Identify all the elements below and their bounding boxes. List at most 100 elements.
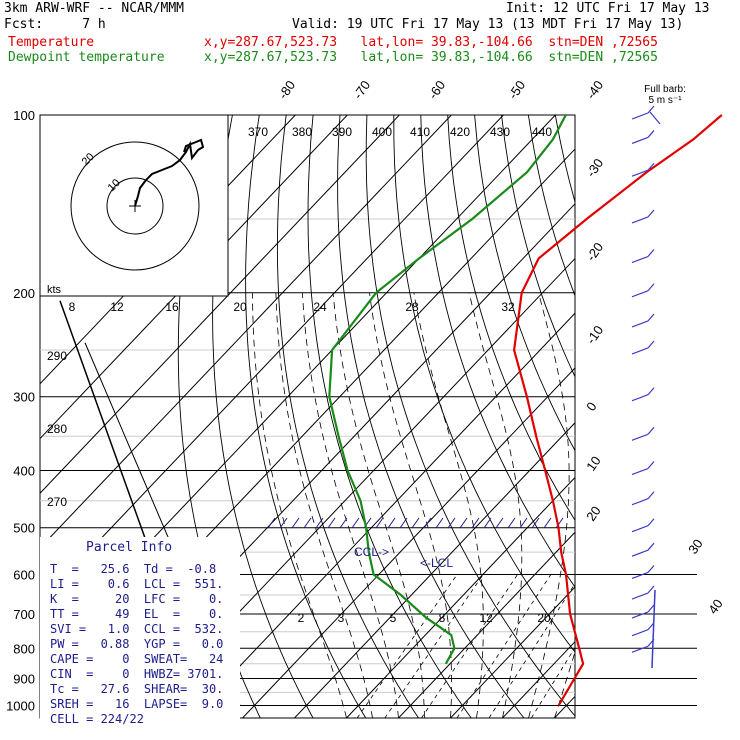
wind-barb-flag bbox=[647, 283, 655, 292]
moist-adiabat bbox=[275, 292, 373, 718]
wind-barb bbox=[631, 216, 649, 224]
moist-adiabat bbox=[528, 292, 570, 718]
isotherm bbox=[607, 115, 740, 718]
wind-barb bbox=[631, 394, 649, 402]
wind-barb bbox=[631, 290, 649, 298]
moist-adiabat bbox=[413, 292, 484, 718]
isotherm-label: 40 bbox=[705, 596, 726, 616]
dry-adiabat bbox=[420, 115, 575, 588]
hatch-mark bbox=[423, 517, 432, 529]
forecast-hour: Fcst: 7 h bbox=[4, 17, 106, 32]
wind-barb-low bbox=[651, 589, 656, 669]
wind-barb-flag bbox=[647, 565, 655, 573]
wind-barb-flag bbox=[647, 105, 655, 114]
dry-adiabat bbox=[636, 115, 740, 718]
isotherm-label: -80 bbox=[275, 78, 298, 102]
mixing-ratio-line bbox=[384, 574, 484, 718]
theta-label: 430 bbox=[490, 125, 510, 139]
isotherm-label: 10 bbox=[583, 453, 604, 473]
hatch-mark bbox=[351, 517, 360, 529]
theta-label: 380 bbox=[292, 125, 312, 139]
theta-label: 410 bbox=[410, 125, 430, 139]
parcel-info-row: T = 25.6 Td = -0.8 bbox=[50, 562, 217, 576]
parcel-info-row: CAPE = 0 SWEAT= 24 bbox=[50, 652, 224, 666]
hatch-mark bbox=[279, 517, 288, 529]
hatch-mark bbox=[519, 517, 528, 529]
temperature-profile bbox=[512, 114, 723, 707]
dry-adiabat bbox=[307, 115, 472, 718]
hatch-mark bbox=[483, 517, 492, 529]
wind-barb bbox=[631, 629, 649, 637]
barb-legend-line2: 5 m s⁻¹ bbox=[648, 95, 682, 106]
pressure-tick-label: 500 bbox=[13, 521, 35, 536]
isotherm bbox=[450, 586, 575, 718]
hatch-mark bbox=[411, 517, 420, 529]
mixing-ratio-label: 8 bbox=[439, 611, 446, 625]
theta-label: 400 bbox=[372, 125, 392, 139]
parcel-info-row: CELL = 224/22 bbox=[50, 712, 144, 726]
hodo-speed-tick-label: 32 bbox=[501, 300, 515, 314]
wind-barb bbox=[631, 571, 649, 580]
temperature-legend: Temperature bbox=[8, 35, 95, 50]
isotherm bbox=[502, 640, 575, 718]
dry-adiabat bbox=[663, 115, 740, 718]
hatch-mark bbox=[447, 517, 456, 529]
isotherm-label: -10 bbox=[583, 323, 606, 347]
hatch-mark bbox=[531, 517, 540, 529]
wind-barb bbox=[631, 433, 649, 441]
dry-adiabat bbox=[245, 115, 367, 718]
dry-adiabat bbox=[212, 115, 314, 718]
valid-time: Valid: 19 UTC Fri 17 May 13 (13 MDT Fri … bbox=[292, 17, 684, 32]
lcl-label: <-LCL bbox=[420, 556, 453, 570]
wind-barb bbox=[631, 136, 649, 145]
wind-barb-flag bbox=[647, 518, 655, 527]
hodo-speed-tick-label: 20 bbox=[233, 300, 247, 314]
moist-adiabat bbox=[302, 292, 399, 718]
wind-barb-flag bbox=[647, 209, 655, 218]
wind-barb bbox=[631, 347, 649, 355]
moist-adiabat bbox=[607, 293, 740, 718]
hodograph-ring bbox=[70, 141, 200, 271]
isotherm bbox=[554, 695, 575, 718]
pressure-tick-label: 700 bbox=[13, 607, 35, 622]
wind-barb bbox=[631, 320, 649, 328]
parcel-info-row: TT = 49 EL = 0. bbox=[50, 607, 224, 621]
dry-adiabat bbox=[447, 115, 575, 522]
mixing-ratio-label: 20 bbox=[537, 611, 551, 625]
wind-barb-flag bbox=[647, 585, 655, 594]
wind-barb bbox=[631, 549, 649, 557]
hodo-speed-tick-label: 12 bbox=[110, 300, 124, 314]
isotherm bbox=[40, 115, 452, 549]
isotherm bbox=[398, 531, 575, 718]
isotherm-label: 0 bbox=[583, 399, 599, 414]
dry-adiabat bbox=[609, 115, 740, 718]
isotherm bbox=[659, 115, 740, 718]
hodograph-ring bbox=[106, 177, 164, 235]
dry-adiabat bbox=[527, 115, 575, 297]
parcel-info-row: K = 20 LFC = 0. bbox=[50, 592, 224, 606]
isotherm bbox=[294, 422, 575, 718]
theta-label: 390 bbox=[332, 125, 352, 139]
isotherm bbox=[346, 476, 575, 718]
hatch-mark bbox=[327, 517, 336, 529]
isotherm-label: -30 bbox=[583, 156, 606, 180]
moist-adiabat bbox=[332, 292, 425, 718]
parcel-info-row: CIN = 0 HWBZ= 3701. bbox=[50, 667, 224, 681]
pressure-tick-label: 800 bbox=[13, 641, 35, 656]
init-time: Init: 12 UTC Fri 17 May 13 bbox=[506, 1, 710, 16]
dewpoint-location: x,y=287.67,523.73 lat,lon= 39.83,-104.66… bbox=[204, 50, 658, 65]
barb-legend-sample bbox=[649, 111, 661, 125]
mixing-ratio-line bbox=[530, 646, 575, 718]
wind-barb-flag bbox=[647, 426, 655, 435]
isotherm bbox=[242, 367, 575, 718]
hodograph-unit-label: kts bbox=[47, 284, 62, 296]
dry-adiabat bbox=[717, 115, 740, 718]
wind-barb bbox=[631, 592, 649, 600]
theta-lower-label: 270 bbox=[47, 495, 67, 509]
wind-barb-flag bbox=[647, 162, 655, 171]
wind-barb bbox=[631, 255, 649, 264]
barb-legend-line1: Full barb: bbox=[644, 84, 686, 95]
moist-adiabat bbox=[554, 650, 575, 718]
parcel-info-row: LI = 0.6 LCL = 551. bbox=[50, 577, 224, 591]
dewpoint-legend: Dewpoint temperature bbox=[8, 50, 165, 65]
